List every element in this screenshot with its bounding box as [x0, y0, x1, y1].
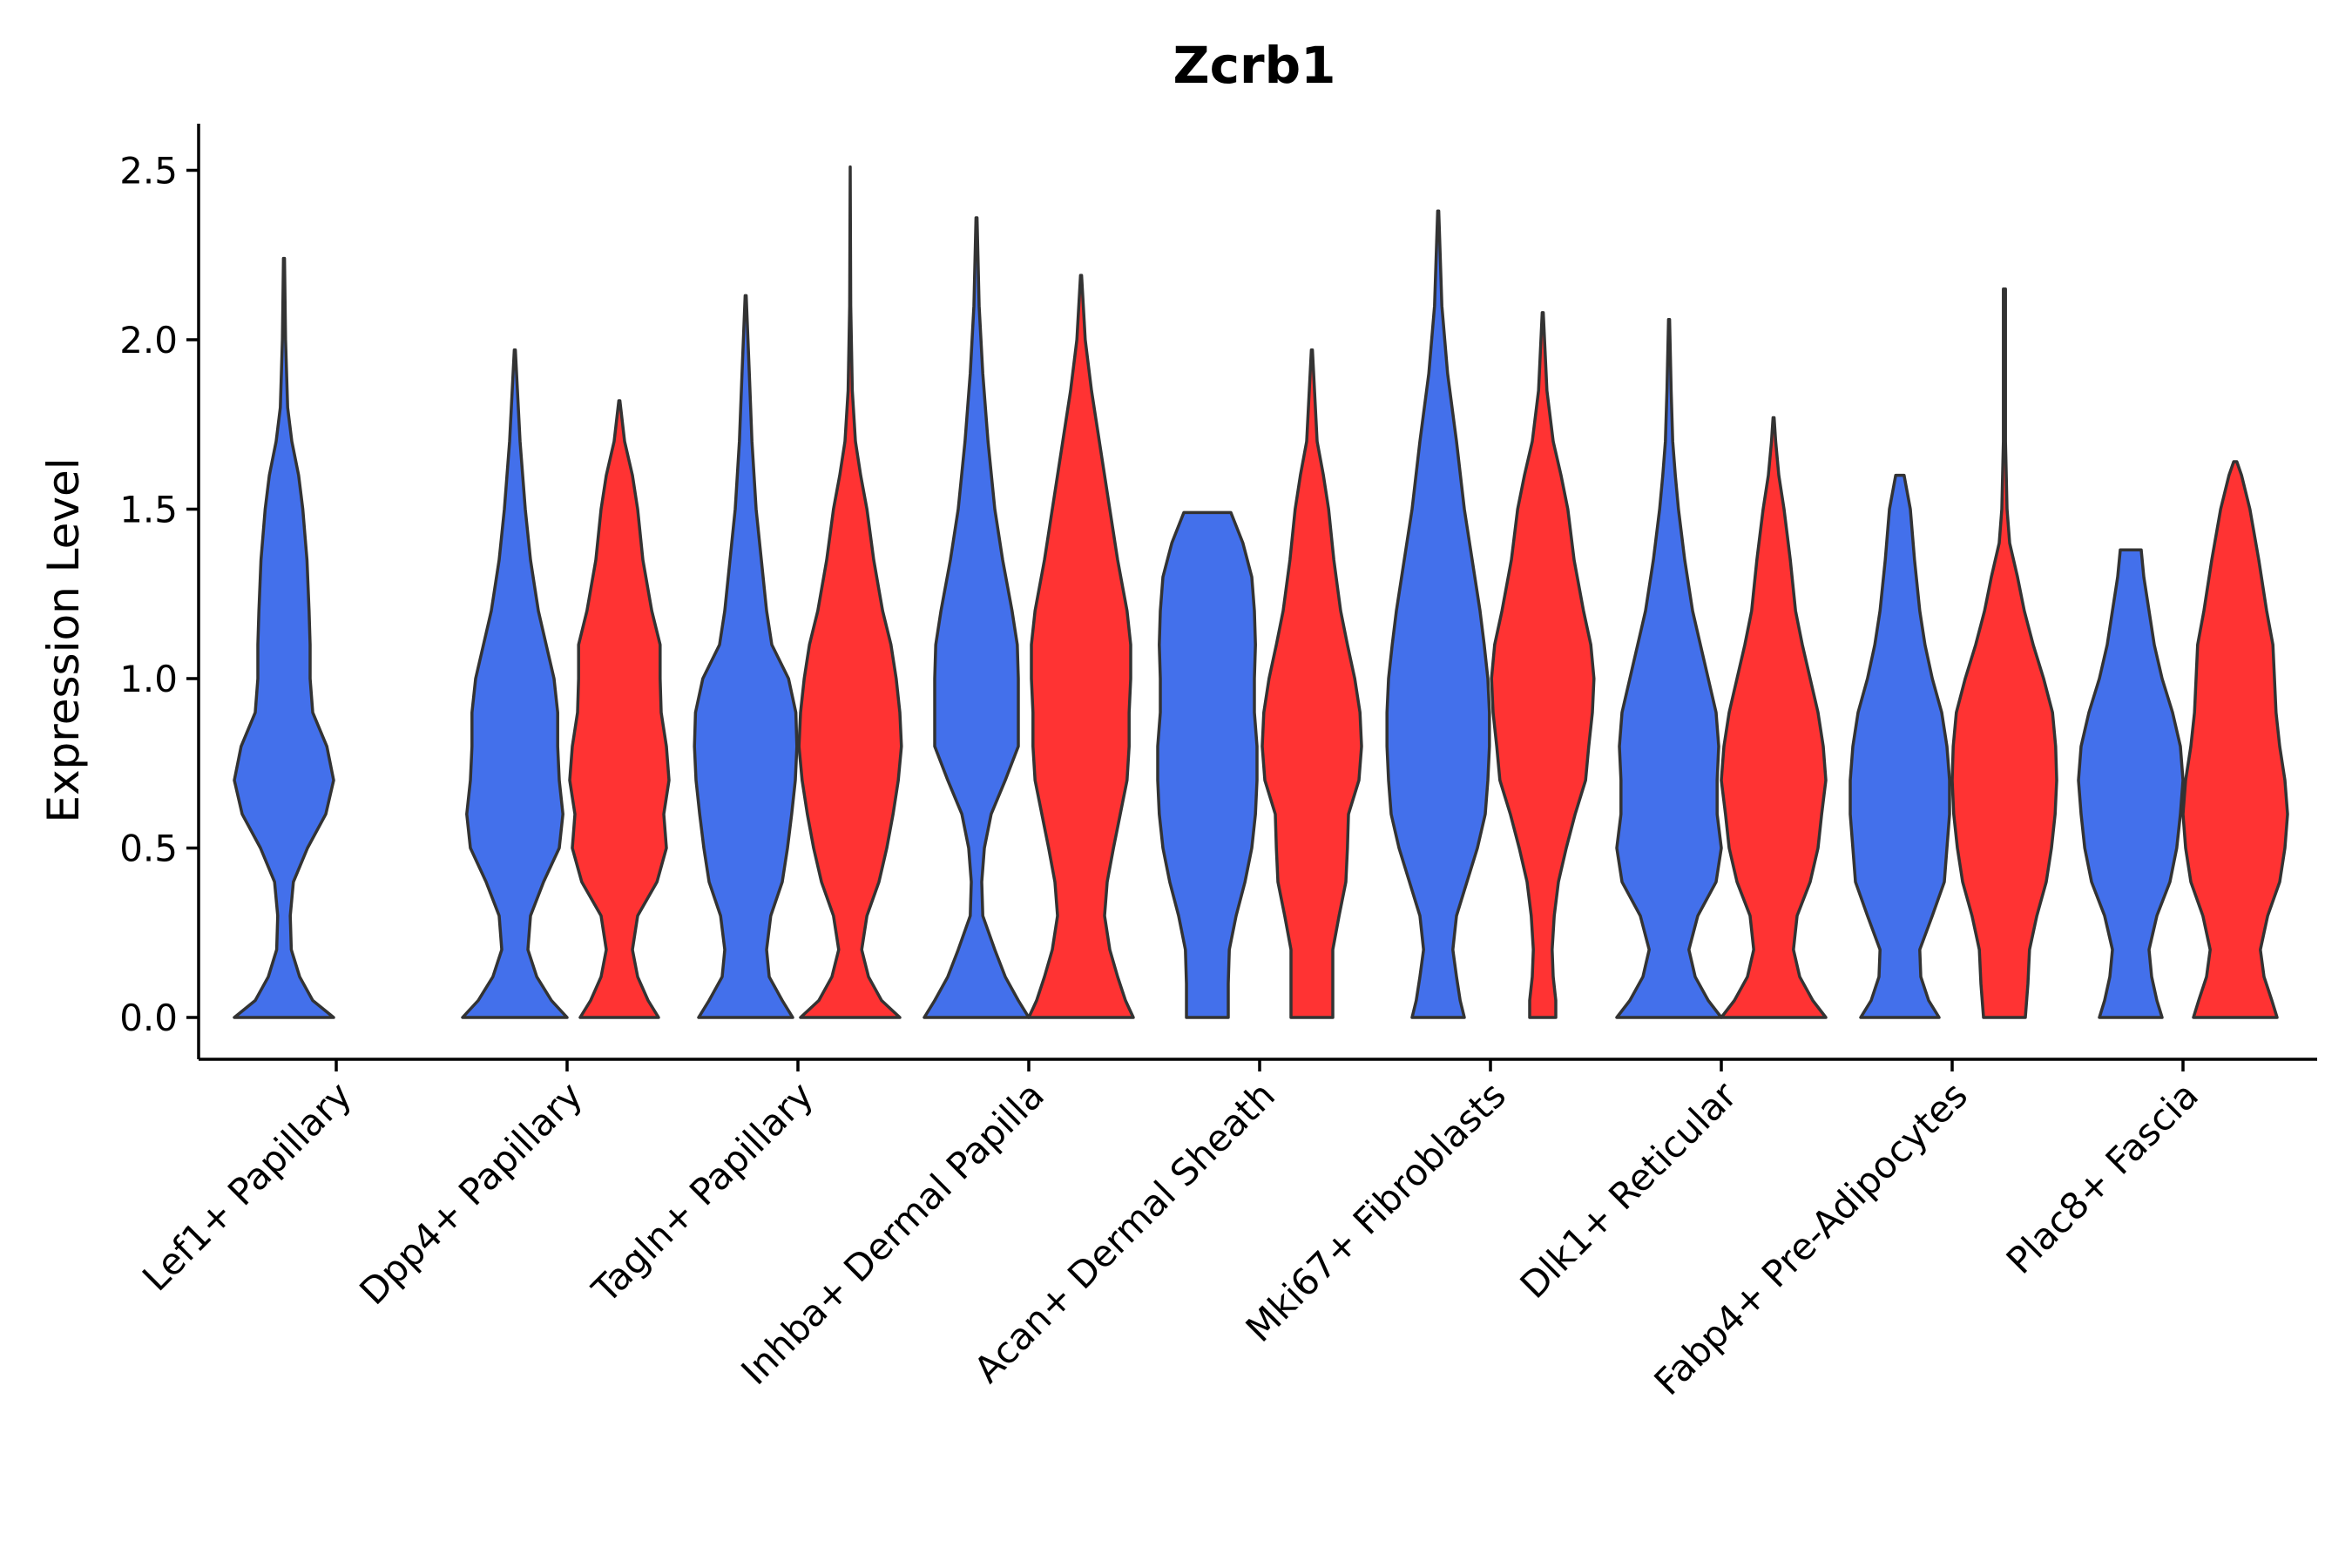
violin-group2	[1027, 274, 1135, 1019]
violin-group1	[1848, 473, 1951, 1019]
violin-group2	[2181, 460, 2289, 1019]
violin-group1	[461, 348, 569, 1019]
violin-group1	[693, 294, 799, 1019]
violin-group2	[1260, 348, 1363, 1019]
y-tick-label: 1.0	[119, 658, 178, 700]
violin-group2	[1720, 416, 1828, 1019]
y-tick-label: 2.5	[119, 150, 178, 193]
violin-group1	[1385, 209, 1491, 1019]
chart-title: Zcrb1	[1173, 36, 1336, 95]
y-axis-label: Expression Level	[38, 457, 89, 822]
violin-group2	[1950, 287, 2058, 1019]
y-tick-label: 0.5	[119, 828, 178, 870]
y-tick-label: 2.0	[119, 319, 178, 362]
violin-group2	[1490, 311, 1596, 1019]
violin-group1	[923, 216, 1031, 1019]
violin-group1	[2077, 548, 2185, 1019]
violin-group1	[1156, 510, 1259, 1019]
y-tick-label: 0.0	[119, 997, 178, 1039]
violins-layer	[233, 165, 2289, 1019]
violin-group2	[568, 399, 671, 1019]
violin-group1	[233, 256, 335, 1019]
violin-group1	[1615, 317, 1723, 1019]
y-tick-label: 1.5	[119, 489, 178, 531]
violin-group2	[797, 165, 903, 1019]
